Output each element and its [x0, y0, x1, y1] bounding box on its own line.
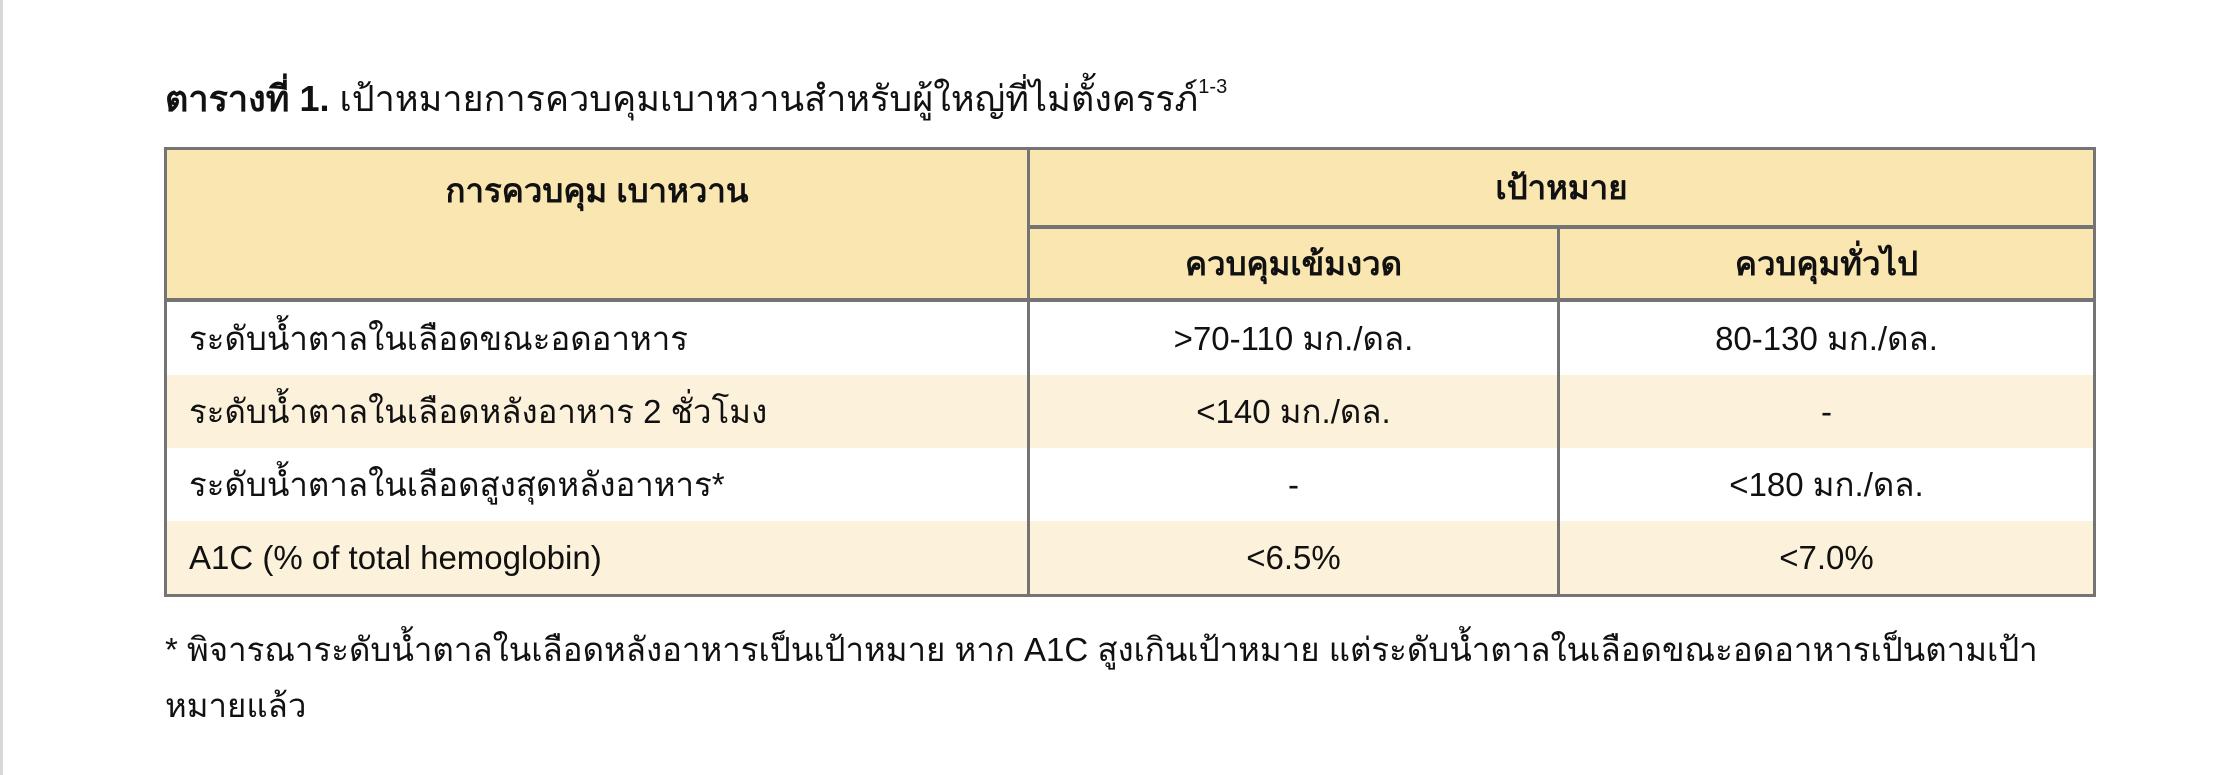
table-row: ระดับน้ำตาลในเลือดขณะอดอาหาร >70-110 มก.…	[164, 300, 2096, 375]
strict-value: <140 มก./ดล.	[1027, 375, 1560, 448]
general-value: <180 มก./ดล.	[1557, 448, 2096, 521]
header-strict: ควบคุมเข้มงวด	[1027, 225, 1560, 300]
diabetes-target-table: การควบคุม เบาหวาน เป้าหมาย ควบคุมเข้มงวด…	[164, 147, 2096, 597]
table-row: ระดับน้ำตาลในเลือดหลังอาหาร 2 ชั่วโมง <1…	[164, 375, 2096, 448]
header-target: เป้าหมาย	[1027, 148, 2096, 228]
strict-value: >70-110 มก./ดล.	[1027, 300, 1560, 375]
caption-label: ตารางที่ 1.	[165, 78, 330, 119]
page-edge	[0, 0, 3, 775]
row-label: A1C (% of total hemoglobin)	[164, 521, 1030, 596]
general-value: -	[1557, 375, 2096, 448]
header-control: การควบคุม เบาหวาน	[164, 148, 1030, 300]
header-general: ควบคุมทั่วไป	[1557, 225, 2096, 300]
strict-value: <6.5%	[1027, 521, 1560, 596]
row-label: ระดับน้ำตาลในเลือดขณะอดอาหาร	[164, 300, 1030, 375]
row-label: ระดับน้ำตาลในเลือดสูงสุดหลังอาหาร*	[164, 448, 1030, 521]
caption-reference: 1-3	[1198, 76, 1228, 98]
general-value: 80-130 มก./ดล.	[1557, 300, 2096, 375]
table-row: A1C (% of total hemoglobin) <6.5% <7.0%	[164, 521, 2096, 596]
caption-text: เป้าหมายการควบคุมเบาหวานสำหรับผู้ใหญ่ที่…	[339, 78, 1199, 119]
table-caption: ตารางที่ 1. เป้าหมายการควบคุมเบาหวานสำหร…	[165, 70, 1227, 127]
footnote: * พิจารณาระดับน้ำตาลในเลือดหลังอาหารเป็น…	[165, 631, 2038, 724]
table-row: ระดับน้ำตาลในเลือดสูงสุดหลังอาหาร* - <18…	[164, 448, 2096, 521]
strict-value: -	[1027, 448, 1560, 521]
row-label: ระดับน้ำตาลในเลือดหลังอาหาร 2 ชั่วโมง	[164, 375, 1030, 448]
general-value: <7.0%	[1557, 521, 2096, 596]
